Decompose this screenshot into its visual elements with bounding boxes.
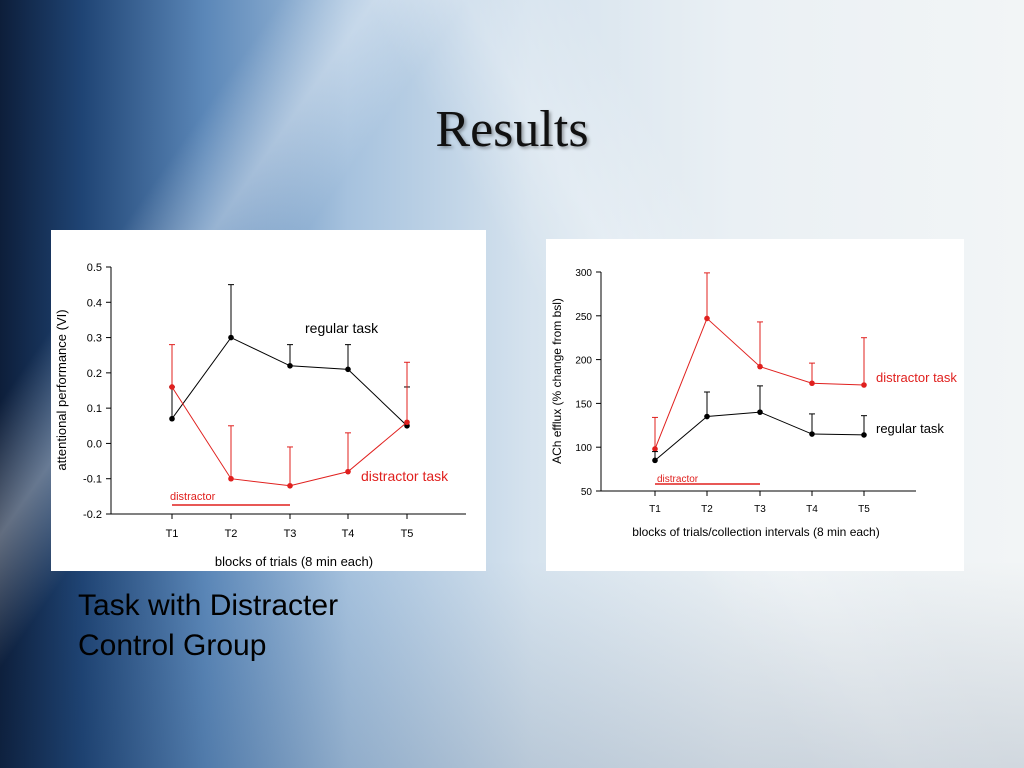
data-point (404, 419, 410, 426)
data-point (861, 432, 867, 438)
x-tick-label: T2 (225, 528, 238, 540)
series-label: regular task (876, 421, 944, 436)
y-tick-label: 150 (575, 399, 592, 410)
y-tick-label: -0.2 (83, 509, 102, 521)
y-tick-label: -0.1 (83, 474, 102, 486)
data-point (809, 431, 815, 437)
caption-line-2: Control Group (78, 629, 267, 662)
data-point (861, 382, 867, 388)
series-label: regular task (305, 320, 379, 336)
y-tick-label: 200 (575, 356, 592, 367)
y-tick-label: 50 (581, 487, 593, 498)
x-tick-label: T1 (649, 504, 661, 515)
x-tick-label: T4 (806, 504, 818, 515)
y-tick-label: 0.1 (87, 403, 102, 415)
x-axis-label: blocks of trials (8 min each) (215, 554, 373, 569)
data-point (169, 384, 175, 390)
data-point (287, 363, 293, 369)
distractor-period-label: distractor (657, 474, 699, 485)
y-axis-label: attentional performance (VI) (54, 309, 69, 470)
y-tick-label: 300 (575, 268, 592, 279)
data-point (757, 363, 763, 370)
x-tick-label: T1 (166, 528, 179, 540)
series-label: distractor task (876, 370, 957, 385)
data-point (228, 475, 234, 482)
y-tick-label: 0.4 (87, 297, 102, 309)
series-line (654, 411, 865, 461)
y-tick-label: 250 (575, 312, 592, 323)
x-axis-label: blocks of trials/collection intervals (8… (632, 525, 879, 539)
data-point (652, 457, 658, 464)
y-tick-label: 0.2 (87, 368, 102, 380)
distractor-period-label: distractor (170, 491, 216, 503)
chart-ach-efflux: 300 250 200 150 100 50 T1 T2 T3 T4 T5 blocks of tri… (550, 268, 957, 539)
data-point (809, 380, 815, 387)
caption-line-1: Task with Distracter (78, 589, 339, 622)
y-tick-label: 0.3 (87, 333, 102, 345)
data-point (652, 446, 658, 452)
x-tick-label: T5 (858, 504, 870, 515)
data-point (287, 482, 293, 489)
data-point (228, 334, 234, 341)
chart-attentional-performance: 0.5 0.4 0.3 0.2 0.1 0.0 -0.1 -0.2 T1 T2 T3 T4 T5 bloc… (54, 262, 466, 569)
data-point (704, 315, 710, 322)
x-tick-label: T2 (701, 504, 713, 515)
chart-right-panel: 300 250 200 150 100 50 T1 T2 T3 T4 T5 blocks of tri… (546, 239, 964, 571)
data-point (345, 366, 351, 373)
data-point (704, 413, 710, 420)
x-tick-label: T3 (284, 528, 297, 540)
x-tick-label: T3 (754, 504, 766, 515)
chart-left-panel: 0.5 0.4 0.3 0.2 0.1 0.0 -0.1 -0.2 T1 T2 T3 T4 T5 bloc… (51, 230, 486, 571)
y-tick-label: 0.5 (87, 262, 102, 274)
data-point (345, 468, 351, 475)
series-label: distractor task (361, 468, 449, 484)
y-tick-label: 100 (575, 443, 592, 454)
slide-title: Results (435, 101, 589, 158)
x-tick-label: T5 (401, 528, 414, 540)
x-tick-label: T4 (342, 528, 355, 540)
caption: Task with Distracter Control Group (78, 586, 338, 666)
y-tick-label: 0.0 (87, 438, 102, 450)
y-axis-label: ACh efflux (% change from bsl) (550, 298, 564, 464)
data-point (169, 415, 175, 422)
data-point (757, 409, 763, 415)
